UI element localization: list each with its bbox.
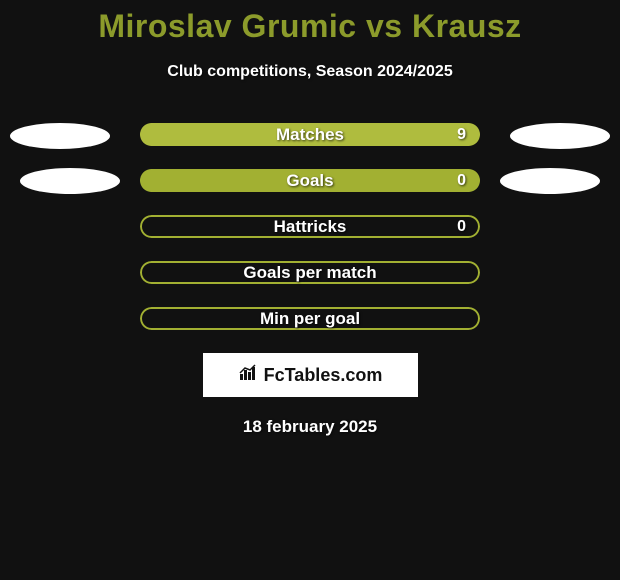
comparison-infographic: Miroslav Grumic vs Krausz Club competiti… <box>0 0 620 580</box>
bar-label: Hattricks <box>140 215 480 238</box>
stat-bar: Min per goal <box>140 307 480 330</box>
player-left-avatar-bottom <box>20 168 120 194</box>
bar-label: Goals <box>140 169 480 192</box>
date-line: 18 february 2025 <box>0 417 620 437</box>
logo-box: FcTables.com <box>203 353 418 397</box>
chart-icon <box>238 364 260 387</box>
player-left-avatar-top <box>10 123 110 149</box>
stat-bar: Matches9 <box>140 123 480 146</box>
bars-list: Matches9Goals0Hattricks0Goals per matchM… <box>0 123 620 330</box>
stat-bar: Goals0 <box>140 169 480 192</box>
logo: FcTables.com <box>238 364 383 387</box>
page-subtitle: Club competitions, Season 2024/2025 <box>0 63 620 81</box>
bar-value-right: 0 <box>457 169 466 192</box>
page-title: Miroslav Grumic vs Krausz <box>0 0 620 45</box>
player-right-avatar-bottom <box>500 168 600 194</box>
bar-label: Goals per match <box>140 261 480 284</box>
bars-holder: Matches9Goals0Hattricks0Goals per matchM… <box>0 123 620 330</box>
bar-label: Matches <box>140 123 480 146</box>
bar-value-right: 9 <box>457 123 466 146</box>
bar-label: Min per goal <box>140 307 480 330</box>
stat-bar: Goals per match <box>140 261 480 284</box>
logo-label: FcTables.com <box>264 365 383 386</box>
stat-bar: Hattricks0 <box>140 215 480 238</box>
bar-value-right: 0 <box>457 215 466 238</box>
player-right-avatar-top <box>510 123 610 149</box>
